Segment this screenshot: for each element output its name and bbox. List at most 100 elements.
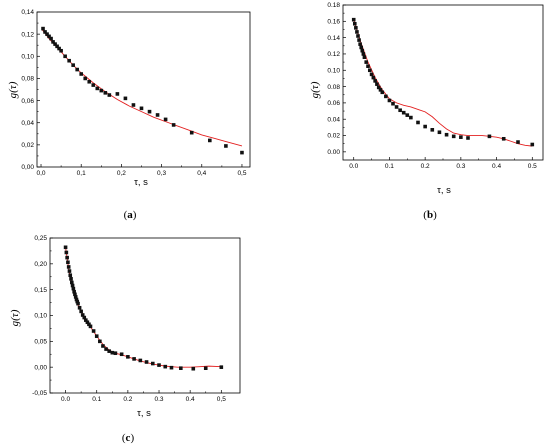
x-tick-label-a-4: 0,4 [197, 170, 206, 177]
data-point-a-12 [71, 63, 75, 67]
data-point-c-22 [85, 320, 90, 325]
data-point-b-35 [459, 135, 463, 139]
data-point-c-31 [110, 350, 115, 355]
data-point-c-40 [163, 364, 168, 369]
data-point-b-5 [357, 38, 361, 42]
data-point-b-9 [361, 52, 366, 56]
x-tick-label-a-5: 0,5 [237, 170, 246, 177]
fit-line-c [65, 247, 222, 368]
data-point-a-10 [63, 54, 67, 59]
data-point-c-32 [113, 351, 118, 356]
y-tick-label-a-2: 0,04 [21, 120, 34, 127]
data-point-a-19 [99, 88, 104, 93]
data-point-b-22 [387, 98, 392, 103]
data-point-c-28 [101, 344, 105, 348]
data-point-c-41 [169, 365, 174, 370]
x-tick-label-c-3: 0.3 [154, 396, 163, 403]
y-tick-label-b-7: 0.14 [327, 35, 340, 42]
data-point-b-0 [351, 17, 356, 22]
x-tick-label-b-3: 0.3 [456, 163, 465, 170]
y-tick-label-b-8: 0.16 [327, 19, 340, 26]
data-point-b-36 [466, 136, 470, 140]
data-point-c-3 [66, 260, 70, 265]
data-point-c-14 [74, 297, 79, 302]
data-point-b-1 [352, 21, 357, 26]
data-point-b-37 [487, 134, 492, 139]
y-axis-title-b: g(τ) [309, 81, 321, 98]
y-tick-label-c-3: 0,10 [34, 313, 47, 320]
data-point-a-5 [51, 40, 55, 44]
data-point-c-33 [119, 352, 124, 357]
data-point-a-2 [45, 32, 49, 36]
y-tick-label-c-1: 0,00 [34, 364, 47, 371]
x-tick-label-b-5: 0.5 [528, 163, 537, 170]
data-point-a-15 [83, 76, 88, 81]
x-tick-label-c-0: 0.0 [61, 396, 70, 403]
data-point-c-43 [191, 366, 196, 371]
data-point-b-23 [391, 101, 395, 106]
data-point-a-11 [67, 58, 71, 63]
x-tick-label-b-2: 0.2 [421, 163, 430, 170]
data-point-c-30 [107, 349, 111, 353]
data-point-a-25 [139, 106, 144, 111]
data-point-c-1 [64, 250, 69, 255]
data-point-c-36 [138, 358, 143, 363]
y-tick-label-a-0: 0,00 [21, 164, 34, 171]
data-point-c-34 [126, 355, 130, 359]
data-point-a-6 [53, 42, 57, 46]
y-tick-label-a-1: 0,02 [21, 142, 34, 149]
data-point-b-16 [373, 79, 377, 83]
data-point-b-21 [384, 94, 388, 99]
data-point-b-32 [437, 130, 442, 135]
data-point-c-6 [68, 273, 73, 277]
x-tick-label-c-2: 0.2 [123, 396, 132, 403]
data-point-b-3 [355, 30, 359, 34]
plot-frame-a [36, 11, 251, 168]
data-point-c-38 [150, 361, 155, 366]
y-tick-label-b-2: 0.04 [327, 116, 340, 123]
data-point-c-16 [76, 301, 80, 306]
data-point-b-12 [366, 64, 370, 68]
y-tick-label-b-3: 0.06 [327, 100, 340, 107]
y-tick-label-c-4: 0,15 [34, 287, 47, 294]
data-point-a-23 [123, 96, 128, 101]
data-point-a-20 [103, 91, 108, 95]
x-tick-label-a-3: 0,3 [157, 170, 166, 177]
panel-label-b: (b) [423, 209, 437, 221]
y-tick-label-a-6: 0,12 [21, 31, 34, 38]
data-point-b-18 [376, 85, 381, 90]
data-point-c-11 [72, 289, 76, 294]
x-tick-label-b-4: 0.4 [492, 163, 501, 170]
data-point-a-26 [147, 109, 152, 114]
data-point-b-40 [530, 142, 535, 147]
data-point-c-45 [219, 365, 224, 369]
data-point-b-15 [371, 75, 376, 80]
data-point-c-20 [82, 315, 87, 320]
data-point-c-17 [77, 305, 82, 310]
data-point-b-19 [378, 88, 383, 92]
x-tick-label-c-5: 0,5 [217, 396, 226, 403]
data-point-c-39 [157, 363, 161, 367]
data-point-c-18 [79, 309, 83, 314]
data-point-b-24 [394, 105, 399, 109]
data-point-b-20 [380, 90, 385, 95]
data-point-c-5 [67, 269, 72, 273]
x-axis-title-b: τ, s [437, 185, 451, 196]
data-point-a-14 [79, 72, 84, 76]
data-point-c-2 [65, 255, 69, 260]
data-point-b-2 [354, 26, 358, 30]
data-point-c-37 [144, 360, 149, 364]
data-point-a-29 [171, 123, 176, 127]
data-point-c-4 [66, 265, 71, 269]
y-tick-label-b-0: 0.00 [327, 149, 340, 156]
data-point-c-23 [87, 322, 91, 327]
data-point-c-44 [203, 366, 208, 370]
data-point-a-8 [57, 46, 61, 51]
data-point-c-9 [70, 283, 75, 288]
y-tick-label-a-5: 0,10 [21, 53, 34, 60]
data-point-c-8 [70, 280, 74, 285]
data-point-a-4 [49, 36, 53, 41]
fit-line-b [353, 19, 533, 147]
fit-line-a [41, 29, 243, 147]
